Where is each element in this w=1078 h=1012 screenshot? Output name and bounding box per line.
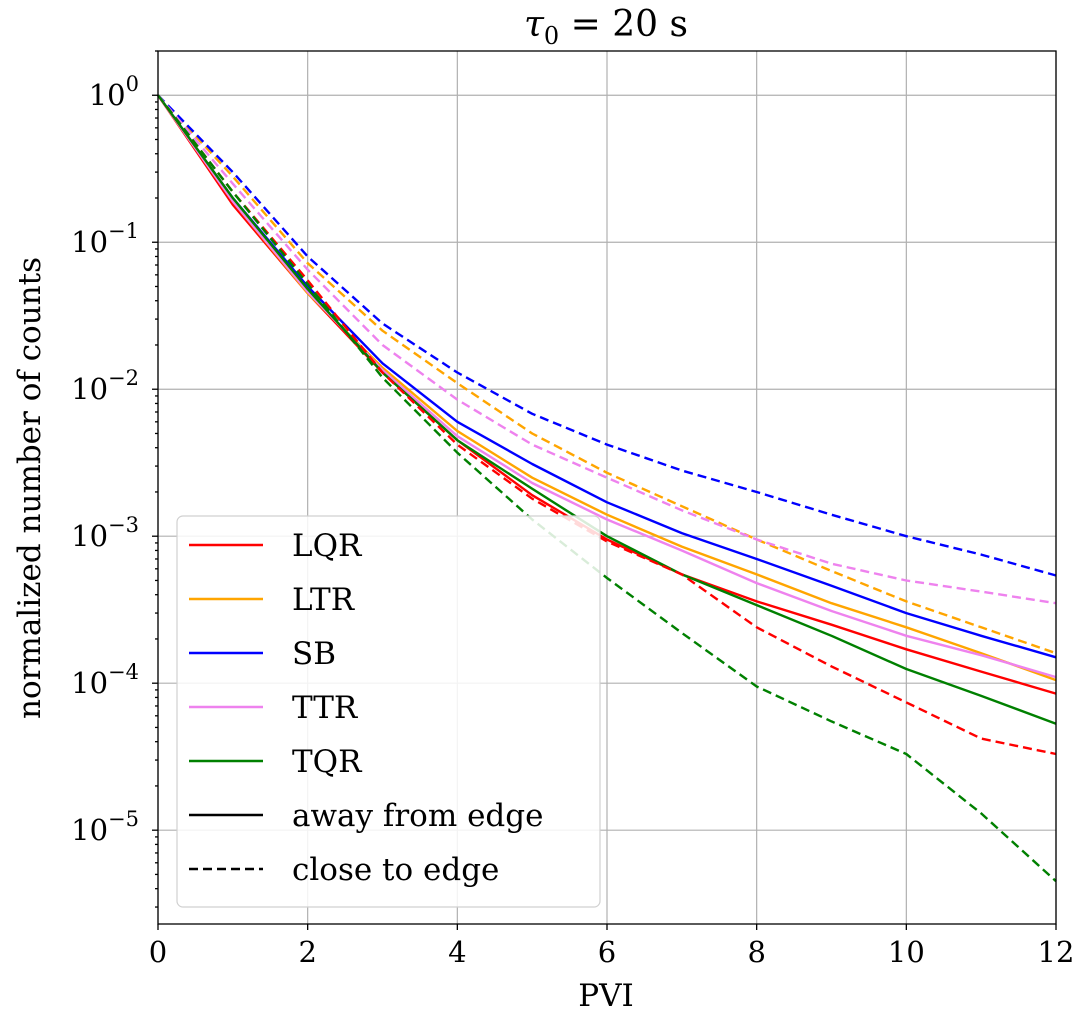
title-subscript: 0 [544,22,559,50]
series-line-solid [157,94,1057,725]
y-tick-label: 10−3 [71,513,139,553]
title-rest: = 20 s [559,4,688,45]
series-layer [157,94,1057,883]
series-line-dashed [157,94,1057,655]
x-tick-label: 6 [598,935,616,969]
legend-label: TTR [292,690,359,726]
y-tick-label: 10−4 [71,660,139,700]
legend-label: away from edge [292,798,543,834]
series-line-solid [157,94,1057,679]
y-tick-label: 100 [89,72,139,112]
x-tick-label: 8 [747,935,765,969]
x-tick-label: 10 [888,935,925,969]
legend: LQR LTR SB TTR TQR away from edge close to edg… [176,515,601,908]
x-axis-label: PVI [578,978,634,1012]
x-tick-label: 0 [149,935,167,969]
legend-label: LTR [292,582,356,618]
ticks-layer: 0 2 4 6 8 10 12 100 10−1 10−2 10−3 10−4 10−5 [71,50,1075,969]
legend-label: TQR [292,744,363,780]
chart-title: τ0 = 20 s [524,4,688,50]
x-tick-label: 12 [1038,935,1075,969]
x-tick-label: 2 [298,935,316,969]
y-tick-label: 10−2 [71,366,139,406]
x-tick-label: 4 [448,935,466,969]
y-tick-label: 10−5 [71,807,139,847]
legend-entries: LQR LTR SB TTR TQR away from edge close to edg… [189,528,543,888]
y-tick-label: 10−1 [71,219,139,259]
legend-label: LQR [292,528,363,564]
legend-label: SB [292,636,336,672]
series-line-dashed [157,94,1057,605]
title-tau: τ [524,4,545,45]
legend-box [176,515,601,908]
series-line-dashed [157,94,1057,577]
series-line-solid [157,94,1057,659]
y-axis-label: normalized number of counts [12,257,48,719]
series-line-dashed [157,94,1057,756]
legend-label: close to edge [292,852,499,888]
series-line-dashed [157,94,1057,883]
